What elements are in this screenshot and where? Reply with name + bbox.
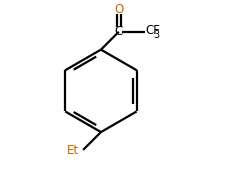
Text: 3: 3 — [153, 30, 160, 40]
Text: C: C — [115, 25, 123, 38]
Text: CF: CF — [146, 24, 161, 37]
Text: Et: Et — [67, 144, 79, 157]
Text: O: O — [114, 3, 124, 16]
